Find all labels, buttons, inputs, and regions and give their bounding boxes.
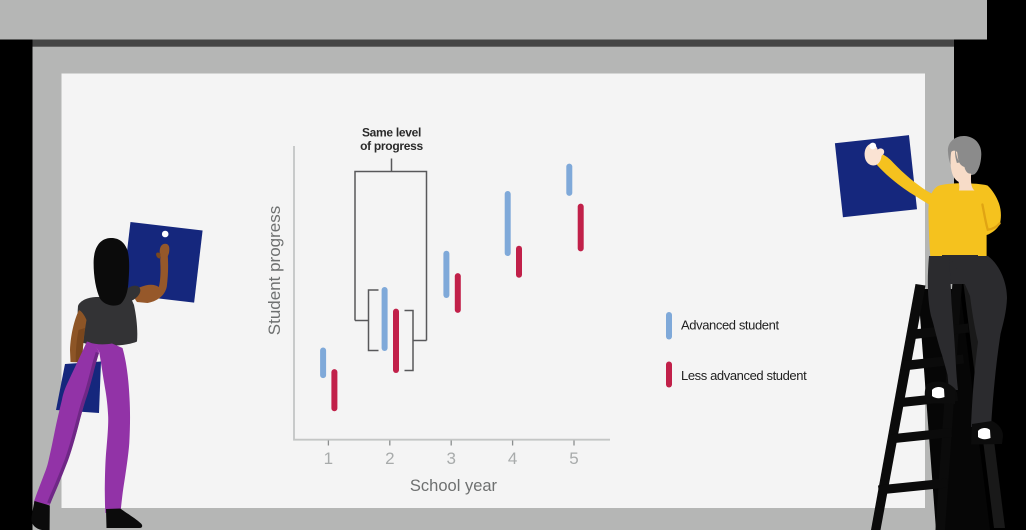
svg-text:of progress: of progress — [360, 139, 423, 153]
svg-text:Advanced student: Advanced student — [681, 317, 779, 332]
svg-text:1: 1 — [324, 449, 333, 468]
svg-text:Student progress: Student progress — [265, 206, 284, 335]
svg-text:Less advanced student: Less advanced student — [681, 368, 807, 383]
svg-text:2: 2 — [385, 449, 394, 468]
svg-text:Same level: Same level — [362, 126, 421, 140]
svg-text:5: 5 — [569, 449, 578, 468]
svg-text:4: 4 — [508, 449, 517, 468]
svg-text:3: 3 — [446, 449, 455, 468]
svg-text:School year: School year — [410, 477, 498, 495]
